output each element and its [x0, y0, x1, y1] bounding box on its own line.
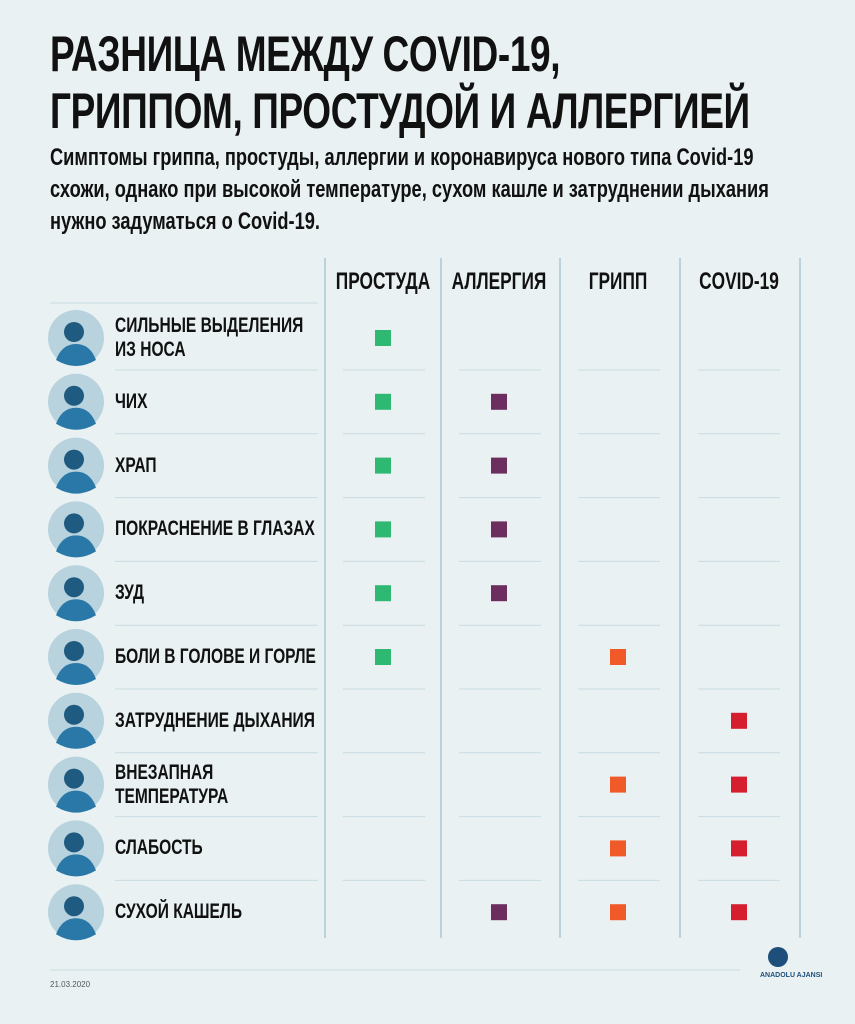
row-label-line: ПОКРАСНЕНИЕ В ГЛАЗАХ — [115, 517, 315, 541]
title-line: РАЗНИЦА МЕЖДУ COVID-19, — [50, 26, 561, 82]
symptom-mark — [375, 649, 391, 665]
icon-body — [56, 663, 96, 685]
column-header: АЛЛЕРГИЯ — [451, 268, 547, 295]
icon-head — [64, 513, 84, 534]
icon-head — [64, 385, 84, 406]
icon-body — [56, 344, 96, 366]
title-line: ГРИППОМ, ПРОСТУДОЙ И АЛЛЕРГИЕЙ — [50, 83, 750, 139]
symptom-mark — [731, 904, 747, 921]
symptom-mark — [610, 649, 626, 665]
icon-body — [56, 471, 96, 494]
row-label-line: ТЕМПЕРАТУРА — [115, 784, 229, 808]
icon-head — [64, 832, 84, 853]
symptom-mark — [375, 521, 391, 538]
row-label: СЛАБОСТЬ — [115, 836, 203, 860]
symptom-mark — [491, 585, 507, 602]
symptom-mark — [731, 712, 747, 729]
icon-head — [64, 577, 84, 598]
column-header: ГРИПП — [588, 268, 648, 295]
subtitle-line: схожи, однако при высокой температуре, с… — [50, 176, 769, 203]
logo-mark — [768, 947, 788, 967]
icon-head — [64, 641, 84, 661]
row-label: ЧИХ — [115, 390, 147, 414]
symptom-mark — [491, 521, 507, 538]
icon-head — [64, 322, 84, 342]
symptom-mark — [610, 904, 626, 921]
subtitle-line: Симптомы гриппа, простуды, аллергии и ко… — [50, 144, 754, 171]
symptom-mark — [491, 457, 507, 474]
symptom-mark — [375, 457, 391, 474]
date: 21.03.2020 — [50, 980, 91, 989]
icon-body — [56, 599, 96, 622]
symptom-mark — [731, 776, 747, 793]
row-label: СУХОЙ КАШЕЛЬ — [115, 900, 242, 924]
icon-body — [56, 854, 96, 877]
column-header: COVID-19 — [699, 268, 779, 295]
row-label-line: ХРАП — [115, 453, 157, 477]
icon-head — [64, 704, 84, 725]
row-label-line: СИЛЬНЫЕ ВЫДЕЛЕНИЯ — [115, 314, 304, 337]
symptom-mark — [375, 330, 391, 346]
logo: ANADOLU AJANSI — [760, 972, 823, 979]
row-label: ЗАТРУДНЕНИЕ ДЫХАНИЯ — [115, 709, 315, 733]
icon-body — [56, 726, 96, 749]
icon-head — [64, 896, 84, 917]
row-label: СИЛЬНЫЕ ВЫДЕЛЕНИЯ ИЗ НОСА — [115, 314, 303, 362]
row-label: ВНЕЗАПНАЯ ТЕМПЕРАТУРА — [115, 761, 228, 809]
icon-body — [56, 407, 96, 430]
row-label-line: ЗУД — [115, 581, 145, 605]
row-label-line: СЛАБОСТЬ — [115, 836, 203, 860]
symptom-mark — [610, 840, 626, 857]
symptom-mark — [375, 393, 391, 410]
row-label-line: СУХОЙ КАШЕЛЬ — [115, 900, 242, 924]
row-label-line: ИЗ НОСА — [115, 338, 186, 361]
icon-body — [56, 535, 96, 558]
row-label: ХРАП — [115, 454, 157, 478]
row-label: ЗУД — [115, 581, 144, 605]
row-label: ПОКРАСНЕНИЕ В ГЛАЗАХ — [115, 517, 315, 541]
symptom-mark — [491, 904, 507, 921]
symptom-mark — [731, 840, 747, 857]
symptom-mark — [491, 393, 507, 410]
row-label-line: ВНЕЗАПНАЯ — [115, 760, 214, 784]
row-label-line: ЧИХ — [115, 389, 148, 413]
row-label-line: БОЛИ В ГОЛОВЕ И ГОРЛЕ — [115, 645, 316, 668]
subtitle-line: нужно задуматься о Covid-19. — [50, 208, 320, 235]
row-label-line: ЗАТРУДНЕНИЕ ДЫХАНИЯ — [115, 708, 315, 732]
icon-head — [64, 768, 84, 789]
symptom-mark — [375, 585, 391, 602]
icon-body — [56, 790, 96, 813]
icon-body — [56, 918, 96, 941]
row-label: БОЛИ В ГОЛОВЕ И ГОРЛЕ — [115, 645, 316, 669]
symptom-mark — [610, 776, 626, 793]
column-header: ПРОСТУДА — [335, 268, 431, 295]
icon-head — [64, 449, 84, 470]
